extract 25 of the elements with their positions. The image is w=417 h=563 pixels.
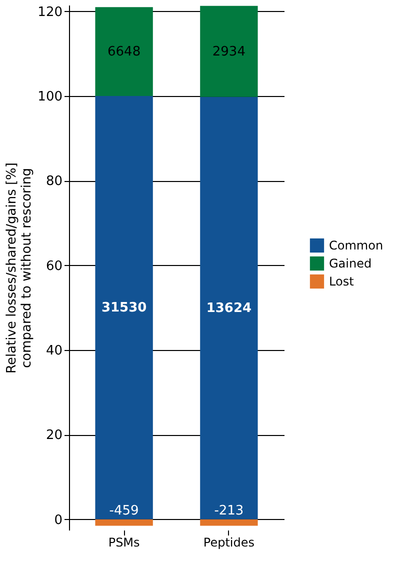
y-tick-label: 120 bbox=[38, 4, 62, 20]
y-tick-label: 20 bbox=[46, 428, 62, 444]
bar bbox=[200, 96, 258, 520]
annotation: -459 bbox=[109, 503, 139, 518]
annotation: 2934 bbox=[212, 44, 246, 60]
x-tick-label: PSMs bbox=[108, 536, 140, 550]
bar bbox=[200, 519, 258, 526]
legend-label: Lost bbox=[329, 274, 354, 288]
y-tick-label: 60 bbox=[46, 258, 62, 274]
y-tick-label: 0 bbox=[54, 512, 62, 528]
y-tick-label: 100 bbox=[38, 90, 62, 105]
bar bbox=[95, 7, 153, 96]
bar bbox=[200, 6, 258, 97]
annotation: -213 bbox=[214, 503, 244, 518]
annotation: 31530 bbox=[101, 300, 147, 316]
y-tick-label: 80 bbox=[46, 174, 62, 190]
x-tick-label: Peptides bbox=[203, 536, 254, 550]
legend-label: Gained bbox=[329, 256, 372, 270]
y-axis-title: Relative losses/shared/gains [%] compared to without rescoring bbox=[4, 162, 35, 374]
annotation: 6648 bbox=[108, 44, 141, 60]
y-tick-label: 40 bbox=[46, 344, 62, 359]
legend-label: Common bbox=[329, 238, 384, 252]
annotation: 13624 bbox=[206, 301, 252, 316]
bar bbox=[95, 96, 153, 520]
bar bbox=[95, 519, 153, 526]
